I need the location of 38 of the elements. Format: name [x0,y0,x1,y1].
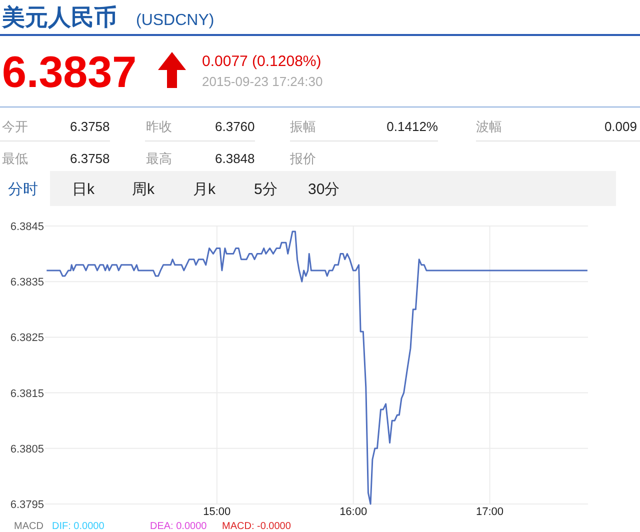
y-tick-label: 6.3825 [10,332,44,344]
text: 6.3848 [215,151,255,166]
text: 6.3758 [70,151,110,166]
x-tick-label: 17:00 [476,506,504,518]
text: 30分 [308,181,340,198]
text: 2015-09-23 17:24:30 [202,74,323,89]
text: 0.1412% [386,119,438,134]
text: 6.3837 [2,48,137,97]
y-tick-label: 6.3835 [10,276,44,289]
text: 6.3760 [215,119,255,134]
x-tick-label: 16:00 [340,506,368,518]
text: 日k [72,181,95,198]
text: 报价 [289,151,316,166]
text: 波幅 [476,119,502,134]
text: MACD: -0.0000 [222,521,292,532]
text: 周k [132,181,155,198]
text: DEA: 0.0000 [150,521,208,532]
text: 0.0077 (0.1208%) [202,53,322,70]
text: 振幅 [290,119,316,134]
text: 昨收 [146,119,172,134]
text: DIF: 0.0000 [52,521,105,532]
text: 最低 [2,151,28,166]
text: MACD [14,521,44,532]
text: 今开 [2,119,28,134]
y-tick-label: 6.3805 [10,443,44,456]
text: 最高 [146,151,172,166]
text: 分时 [8,181,38,198]
line-series [46,230,588,505]
text: 月k [193,181,216,198]
text: 5分 [254,181,278,198]
text: 6.3758 [70,119,110,134]
text: 0.009 [604,119,637,134]
y-tick-label: 6.3815 [10,388,44,400]
y-tick-label: 6.3845 [10,221,44,233]
text: (USDCNY) [136,12,214,29]
y-tick-label: 6.3795 [10,499,44,511]
x-tick-label: 15:00 [203,506,231,518]
text: 美元人民币 [1,4,117,30]
